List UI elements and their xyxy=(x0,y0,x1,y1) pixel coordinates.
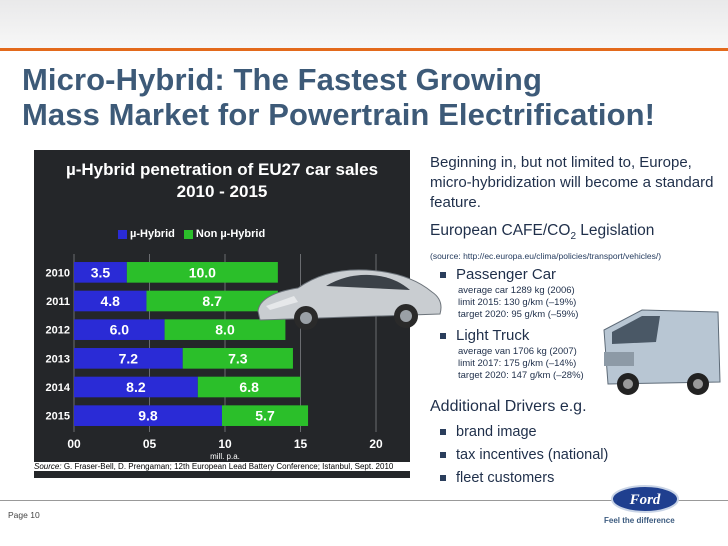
slide-title: Micro-Hybrid: The Fastest Growing Mass M… xyxy=(22,62,712,132)
page-number: Page 10 xyxy=(8,510,40,520)
bar-non-hybrid xyxy=(146,290,278,312)
cafe-heading: European CAFE/CO2 Legislation xyxy=(430,222,654,242)
passenger-line: target 2020: 95 g/km (–59%) xyxy=(458,309,579,320)
cafe-source: (source: http://ec.europa.eu/clima/polic… xyxy=(430,251,662,261)
cafe-heading-end: Legislation xyxy=(576,222,655,239)
x-tick-label: 20 xyxy=(369,437,383,451)
title-line-1: Micro-Hybrid: The Fastest Growing xyxy=(22,62,543,97)
bullet-icon xyxy=(440,475,446,482)
cafe-heading-text: European CAFE/CO xyxy=(430,222,571,239)
drivers-heading: Additional Drivers e.g. xyxy=(430,398,587,415)
bar-non-hybrid xyxy=(126,262,278,283)
ford-tagline: Feel the difference xyxy=(604,516,675,525)
intro-text: Beginning in, but not limited to, Europe… xyxy=(430,154,714,211)
bar-hybrid xyxy=(74,348,183,369)
bar-data-label: 3.5 xyxy=(91,264,111,280)
x-tick-label: 10 xyxy=(218,437,232,451)
bar-hybrid xyxy=(74,290,147,312)
x-tick-label: 05 xyxy=(143,437,157,451)
bullet-icon xyxy=(440,272,446,279)
bullet-icon xyxy=(440,333,446,340)
bar-non-hybrid xyxy=(197,376,301,398)
bar-data-label: 5.7 xyxy=(255,408,275,424)
footer-divider xyxy=(0,500,728,501)
driver-item: tax incentives (national) xyxy=(440,444,608,467)
driver-item: brand image xyxy=(440,421,608,444)
bullet-icon xyxy=(440,452,446,459)
bar-data-label: 6.0 xyxy=(110,322,130,338)
x-tick-label: 00 xyxy=(67,437,81,451)
bar-non-hybrid xyxy=(182,348,293,369)
bar-data-label: 7.2 xyxy=(119,350,139,366)
chart-legend: µ-Hybrid Non µ-Hybrid xyxy=(118,228,265,240)
y-category-label: 2015 xyxy=(46,411,70,423)
bar-hybrid xyxy=(74,405,222,426)
driver-text: brand image xyxy=(456,424,537,440)
x-axis-label: mill. p.a. xyxy=(210,452,240,461)
drivers-list: brand image tax incentives (national) fl… xyxy=(440,421,608,490)
title-line-2: Mass Market for Powertrain Electrificati… xyxy=(22,97,656,132)
bar-non-hybrid xyxy=(164,319,286,340)
passenger-car-label: Passenger Car xyxy=(456,266,557,283)
source-label: Source: xyxy=(34,462,62,471)
bullet-icon xyxy=(440,429,446,436)
light-truck-item: Light Truck average van 1706 kg (2007) l… xyxy=(440,327,584,382)
passenger-line: limit 2015: 130 g/km (–19%) xyxy=(458,297,577,308)
passenger-line: average car 1289 kg (2006) xyxy=(458,285,575,296)
legend-swatch-non-hybrid xyxy=(183,229,193,239)
bar-data-label: 6.8 xyxy=(239,379,259,395)
light-truck-label: Light Truck xyxy=(456,327,530,344)
bar-data-label: 8.0 xyxy=(215,322,235,338)
chart-plot: 00 05 10 15 20 mill. p.a. 2010 3.5 10.0 2011 4.8 8.… xyxy=(46,254,383,461)
source-text: G. Fraser-Bell, D. Prengaman; 12th Europ… xyxy=(63,462,394,471)
passenger-car-image xyxy=(257,269,442,330)
bar-hybrid xyxy=(74,262,127,283)
y-category-label: 2012 xyxy=(46,325,70,337)
driver-text: tax incentives (national) xyxy=(456,447,609,463)
cafe-heading-subscript: 2 xyxy=(570,231,576,243)
header-accent-line xyxy=(0,48,728,51)
legend-label-non-hybrid: Non µ-Hybrid xyxy=(195,228,266,241)
bar-data-label: 8.7 xyxy=(202,293,222,309)
bar-data-label: 10.0 xyxy=(189,264,216,280)
light-truck-image xyxy=(603,309,721,395)
passenger-car-item: Passenger Car average car 1289 kg (2006)… xyxy=(440,266,578,321)
truck-line: average van 1706 kg (2007) xyxy=(458,346,577,357)
x-tick-label: 15 xyxy=(294,437,308,451)
driver-text: fleet customers xyxy=(456,470,555,486)
legend-label-hybrid: µ-Hybrid xyxy=(130,228,175,241)
bar-data-label: 7.3 xyxy=(228,350,248,366)
bar-hybrid xyxy=(74,376,198,398)
truck-line: limit 2017: 175 g/km (–14%) xyxy=(458,358,577,369)
legend-swatch-hybrid xyxy=(118,229,127,239)
driver-item: fleet customers xyxy=(440,467,608,490)
ford-logo: Ford xyxy=(611,485,679,513)
y-category-label: 2010 xyxy=(46,267,70,279)
chart-source: Source: G. Fraser-Bell, D. Prengaman; 12… xyxy=(34,462,414,471)
bar-data-label: 9.8 xyxy=(138,408,158,424)
truck-line: target 2020: 147 g/km (–28%) xyxy=(458,370,584,381)
header-band xyxy=(0,0,728,48)
y-category-label: 2011 xyxy=(46,296,70,308)
bar-data-label: 4.8 xyxy=(101,293,121,309)
chart-title: µ-Hybrid penetration of EU27 car sales xyxy=(65,160,379,179)
y-category-label: 2013 xyxy=(46,353,70,365)
y-category-label: 2014 xyxy=(46,382,71,394)
bar-data-label: 8.2 xyxy=(126,379,146,395)
chart-subtitle: 2010 - 2015 xyxy=(176,182,268,201)
bar-non-hybrid xyxy=(221,405,309,426)
ford-logo-text: Ford xyxy=(629,492,661,508)
bar-hybrid xyxy=(74,319,165,340)
